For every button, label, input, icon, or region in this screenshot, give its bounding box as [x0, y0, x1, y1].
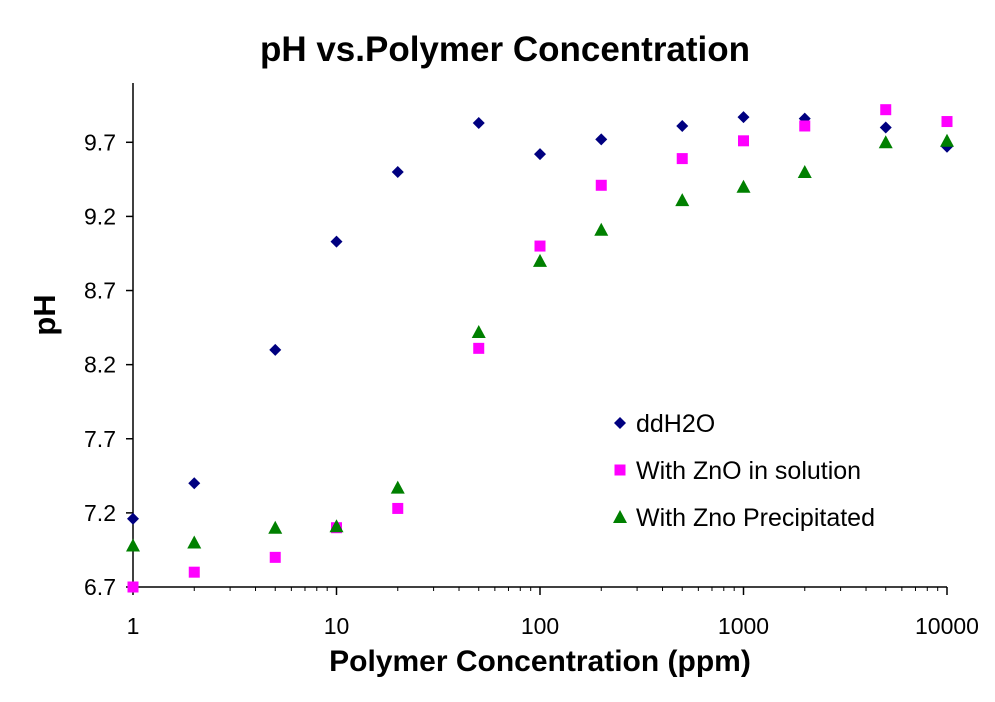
data-point	[941, 116, 953, 128]
legend: ddH2O With ZnO in solution With Zno Precip…	[613, 410, 875, 532]
data-point	[675, 193, 690, 207]
x-tick-label: 10000	[915, 613, 979, 639]
data-point	[188, 566, 200, 578]
data-point	[880, 104, 892, 116]
data-point	[878, 135, 893, 149]
data-point	[736, 179, 751, 193]
data-point	[269, 343, 282, 356]
x-tick-label: 10	[324, 613, 350, 639]
legend-label: ddH2O	[636, 410, 715, 438]
legend-label: With Zno Precipitated	[636, 504, 875, 532]
data-point	[127, 581, 139, 593]
x-tick-label: 1	[127, 613, 140, 639]
data-point	[472, 117, 485, 130]
data-point	[471, 325, 486, 339]
data-point	[392, 502, 404, 514]
data-point	[269, 551, 281, 563]
data-point	[676, 153, 688, 165]
x-tick-label: 1000	[718, 613, 769, 639]
legend-marker	[614, 464, 626, 476]
data-point	[940, 133, 954, 147]
data-point	[533, 253, 547, 267]
legend-label: With ZnO in solution	[636, 457, 861, 485]
data-point	[329, 519, 344, 533]
y-tick-label: 8.7	[84, 278, 116, 304]
chart-title: pH vs.Polymer Concentration	[259, 30, 751, 69]
y-ticks: 6.7 7.2 7.7 8.2 8.7 9.2 9.7	[84, 129, 133, 600]
data-point	[187, 535, 202, 549]
legend-marker	[613, 510, 627, 523]
y-tick-label: 7.7	[84, 426, 116, 452]
y-tick-label: 9.7	[84, 129, 116, 155]
data-point	[391, 165, 404, 178]
data-point	[595, 179, 607, 191]
data-point	[737, 111, 750, 124]
y-tick-label: 7.2	[84, 500, 116, 526]
data-point	[126, 538, 140, 552]
data-point	[534, 240, 546, 252]
legend-marker	[614, 417, 626, 429]
data-point	[879, 121, 892, 134]
y-tick-label: 6.7	[84, 574, 116, 600]
x-tick-label: 100	[521, 613, 559, 639]
data-point	[127, 512, 139, 525]
x-axis-label: Polymer Concentration (ppm)	[329, 645, 751, 678]
data-point	[473, 342, 485, 354]
data-point	[594, 222, 609, 236]
data-point	[188, 477, 201, 490]
data-point	[676, 119, 689, 132]
data-point	[534, 148, 546, 161]
data-points	[126, 104, 954, 593]
data-point	[738, 135, 749, 147]
data-point	[390, 480, 405, 494]
y-tick-label: 9.2	[84, 203, 116, 229]
series-3	[126, 133, 954, 552]
data-point	[268, 520, 283, 534]
y-axis-label: pH	[27, 294, 62, 336]
data-point	[595, 133, 608, 146]
x-ticks: 1 10 100 1000 10000	[127, 587, 979, 639]
data-point	[797, 164, 812, 178]
y-tick-label: 8.2	[84, 352, 116, 378]
data-point	[330, 235, 343, 248]
data-point	[799, 120, 811, 132]
